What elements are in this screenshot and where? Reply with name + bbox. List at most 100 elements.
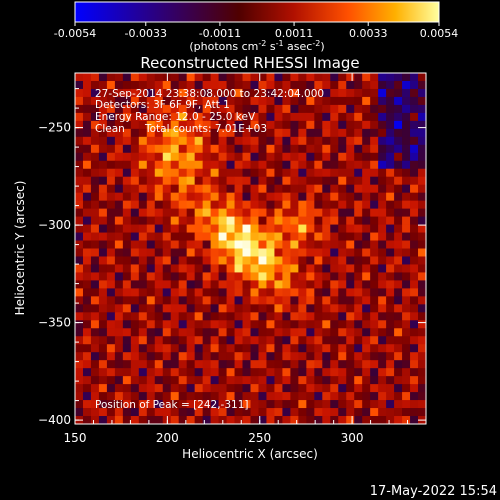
heatmap-cell [178, 120, 188, 130]
heatmap-cell [378, 73, 387, 82]
heatmap-cell [138, 232, 148, 241]
heatmap-cell [154, 144, 164, 154]
heatmap-cell [330, 232, 339, 241]
heatmap-cell [162, 376, 172, 385]
heatmap-cell [114, 416, 124, 425]
heatmap-cell [298, 96, 307, 106]
heatmap-cell [218, 272, 227, 281]
heatmap-cell [402, 312, 411, 321]
heatmap-cell [162, 408, 172, 417]
heatmap-cell [75, 144, 84, 154]
heatmap-cell [330, 200, 339, 210]
heatmap-cell [122, 152, 132, 162]
heatmap-cell [274, 376, 283, 385]
heatmap-cell [378, 88, 387, 98]
heatmap-cell [354, 168, 363, 178]
heatmap-cell [266, 336, 275, 345]
heatmap-cell [370, 288, 379, 297]
heatmap-cell [258, 384, 267, 393]
heatmap-cell [98, 184, 108, 194]
heatmap-cell [330, 392, 339, 401]
heatmap-cell [394, 408, 403, 417]
heatmap-cell [210, 264, 219, 273]
heatmap-cell [346, 384, 355, 393]
heatmap-cell [178, 336, 188, 345]
heatmap-cell [75, 176, 84, 186]
heatmap-cell [162, 200, 172, 210]
heatmap-cell [394, 320, 403, 329]
heatmap-cell [410, 80, 419, 90]
heatmap-cell [194, 73, 204, 82]
heatmap-cell [75, 272, 84, 281]
heatmap-cell [346, 288, 355, 297]
heatmap-cell [154, 224, 164, 233]
heatmap-cell [194, 208, 204, 217]
heatmap-cell [75, 200, 84, 210]
heatmap-cell [370, 216, 379, 225]
heatmap-cell [82, 208, 92, 217]
heatmap-cell [114, 384, 124, 393]
heatmap-cell [186, 232, 196, 241]
heatmap-cell [218, 368, 227, 377]
heatmap-cell [330, 360, 339, 369]
heatmap-cell [202, 136, 212, 146]
heatmap-cell [290, 280, 299, 289]
heatmap-cell [410, 288, 419, 297]
heatmap-cell [250, 328, 259, 337]
heatmap-cell [402, 184, 411, 194]
heatmap-cell [298, 240, 307, 249]
heatmap-cell [290, 288, 299, 297]
heatmap-cell [82, 344, 92, 353]
heatmap-cell [122, 280, 132, 289]
heatmap-cell [410, 168, 419, 178]
heatmap-cell [402, 73, 411, 82]
heatmap-cell [186, 192, 196, 202]
y-tick-label: −350 [38, 316, 71, 330]
heatmap-cell [378, 384, 387, 393]
heatmap-cell [402, 264, 411, 273]
heatmap-cell [386, 152, 395, 162]
heatmap-cell [138, 136, 148, 146]
heatmap-cell [138, 96, 148, 106]
heatmap-cell [138, 184, 148, 194]
heatmap-cell [274, 200, 283, 210]
heatmap-cell [210, 232, 219, 241]
chart-title: Reconstructed RHESSI Image [140, 54, 359, 72]
heatmap-cell [114, 168, 124, 178]
heatmap-cell [194, 128, 204, 138]
heatmap-cell [394, 384, 403, 393]
heatmap-cell [138, 400, 148, 409]
heatmap-cell [210, 280, 219, 289]
heatmap-cell [418, 320, 427, 329]
heatmap-cell [314, 376, 323, 385]
heatmap-cell [218, 360, 227, 369]
heatmap-cell [322, 248, 331, 257]
heatmap-cell [162, 112, 172, 122]
heatmap-cell [218, 96, 227, 106]
heatmap-cell [234, 336, 243, 345]
heatmap-cell [322, 392, 331, 401]
heatmap-cell [354, 112, 363, 122]
heatmap-cell [122, 320, 132, 329]
heatmap-cell [106, 248, 116, 257]
heatmap-cell [138, 320, 148, 329]
heatmap-cell [138, 73, 148, 82]
heatmap-cell [114, 112, 124, 122]
heatmap-cell [362, 208, 371, 217]
y-tick-label: −300 [38, 218, 71, 232]
heatmap-cell [314, 296, 323, 305]
heatmap-cell [250, 152, 259, 162]
heatmap-cell [362, 376, 371, 385]
heatmap-cell [306, 304, 315, 313]
heatmap-cell [266, 280, 275, 289]
heatmap-cell [82, 304, 92, 313]
heatmap-cell [314, 208, 323, 217]
heatmap-cell [290, 328, 299, 337]
heatmap-cell [242, 200, 251, 210]
heatmap-cell [290, 352, 299, 361]
heatmap-cell [274, 368, 283, 377]
heatmap-cell [186, 136, 196, 146]
heatmap-cell [386, 336, 395, 345]
heatmap-cell [106, 184, 116, 194]
heatmap-cell [314, 200, 323, 210]
